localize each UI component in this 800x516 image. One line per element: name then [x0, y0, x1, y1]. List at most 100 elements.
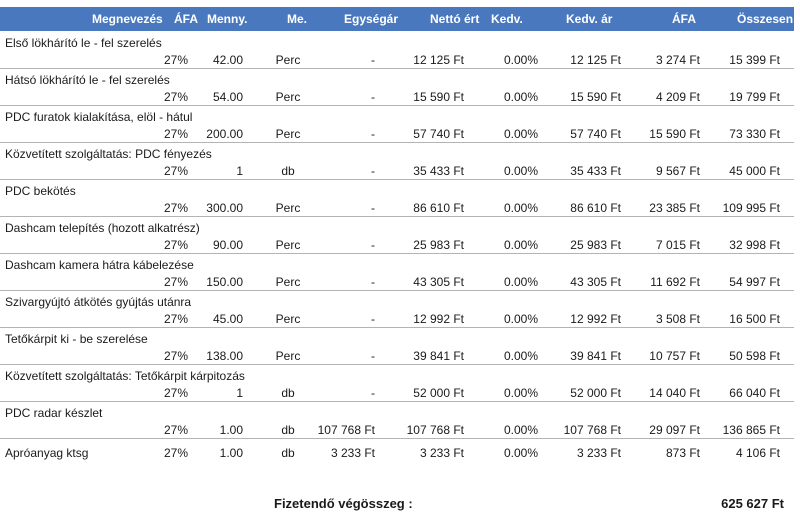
table-row: Hátsó lökhárító le - fel szerelés 27% 54.0… [0, 70, 794, 106]
table-row: Dashcam telepítés (hozott alkatrész) 27% 9… [0, 218, 794, 254]
item-name: Apróanyag ktsg [5, 446, 89, 460]
item-discount: 0.00% [503, 275, 538, 289]
item-total: 15 399 Ft [729, 53, 780, 67]
item-qty: 1 [236, 164, 243, 178]
item-vat: 14 040 Ft [649, 386, 700, 400]
row-divider [0, 438, 794, 439]
item-qty: 1.00 [219, 423, 243, 437]
item-disc-price: 39 841 Ft [570, 349, 621, 363]
item-vat-rate: 27% [163, 423, 188, 437]
header-vat-rate: ÁFA [174, 12, 198, 26]
item-total: 66 040 Ft [729, 386, 780, 400]
item-unit: Perc [275, 238, 301, 252]
table-row: Tetőkárpit ki - be szerelése 27% 138.00 Per… [0, 329, 794, 365]
item-total: 50 598 Ft [729, 349, 780, 363]
item-name: Közvetített szolgáltatás: PDC fényezés [5, 147, 212, 161]
item-vat-rate: 27% [163, 164, 188, 178]
item-qty: 42.00 [212, 53, 243, 67]
item-net: 107 768 Ft [406, 423, 464, 437]
header-name: Megnevezés [92, 12, 163, 26]
item-unit-price: 107 768 Ft [317, 423, 375, 437]
item-vat-rate: 27% [163, 238, 188, 252]
item-net: 52 000 Ft [413, 386, 464, 400]
item-name: Első lökhárító le - fel szerelés [5, 36, 162, 50]
item-discount: 0.00% [503, 90, 538, 104]
item-vat-rate: 27% [163, 53, 188, 67]
table-row: Közvetített szolgáltatás: PDC fényezés 27… [0, 144, 794, 180]
row-divider [0, 179, 794, 180]
item-net: 35 433 Ft [413, 164, 464, 178]
item-vat: 7 015 Ft [655, 238, 700, 252]
header-qty: Menny. [207, 12, 248, 26]
item-disc-price: 57 740 Ft [570, 127, 621, 141]
item-net: 12 125 Ft [413, 53, 464, 67]
table-row: PDC furatok kialakítása, elöl - hátul 27%… [0, 107, 794, 143]
item-discount: 0.00% [503, 164, 538, 178]
item-name: PDC furatok kialakítása, elöl - hátul [5, 110, 193, 124]
row-divider [0, 327, 794, 328]
item-vat: 3 274 Ft [655, 53, 700, 67]
header-net: Nettó ért [430, 12, 480, 26]
item-unit-price: - [371, 238, 375, 252]
table-row: PDC radar készlet 27% 1.00 db 107 768 Ft 107 … [0, 403, 794, 439]
item-name: PDC radar készlet [5, 406, 103, 420]
item-disc-price: 52 000 Ft [570, 386, 621, 400]
item-vat: 29 097 Ft [649, 423, 700, 437]
header-discounted-price: Kedv. ár [566, 12, 613, 26]
item-vat: 873 Ft [665, 446, 700, 460]
item-vat: 10 757 Ft [649, 349, 700, 363]
row-divider [0, 216, 794, 217]
item-total: 73 330 Ft [729, 127, 780, 141]
item-unit: db [281, 423, 295, 437]
item-unit: Perc [275, 201, 301, 215]
item-vat: 23 385 Ft [649, 201, 700, 215]
item-unit-price: - [371, 201, 375, 215]
item-discount: 0.00% [503, 312, 538, 326]
item-disc-price: 12 992 Ft [570, 312, 621, 326]
item-discount: 0.00% [503, 238, 538, 252]
item-vat: 4 209 Ft [655, 90, 700, 104]
item-disc-price: 3 233 Ft [576, 446, 621, 460]
item-vat: 15 590 Ft [649, 127, 700, 141]
item-vat-rate: 27% [163, 446, 188, 460]
row-divider [0, 105, 794, 106]
row-divider [0, 142, 794, 143]
item-unit: db [281, 446, 295, 460]
item-net: 15 590 Ft [413, 90, 464, 104]
grand-total-label: Fizetendő végösszeg : [274, 496, 413, 511]
item-unit: Perc [275, 90, 301, 104]
table-row: Közvetített szolgáltatás: Tetőkárpit kár… [0, 366, 794, 402]
item-unit-price: - [371, 386, 375, 400]
header-unit-price: Egységár [344, 12, 399, 26]
item-total: 19 799 Ft [729, 90, 780, 104]
row-divider [0, 68, 794, 69]
item-disc-price: 25 983 Ft [570, 238, 621, 252]
header-total: Összesen [737, 12, 794, 26]
item-disc-price: 15 590 Ft [570, 90, 621, 104]
item-total: 32 998 Ft [729, 238, 780, 252]
item-unit: Perc [275, 53, 301, 67]
item-qty: 1.00 [219, 446, 243, 460]
item-vat-rate: 27% [163, 349, 188, 363]
table-row: Dashcam kamera hátra kábelezése 27% 150.00… [0, 255, 794, 291]
item-name: Dashcam telepítés (hozott alkatrész) [5, 221, 200, 235]
item-net: 57 740 Ft [413, 127, 464, 141]
item-unit-price: - [371, 312, 375, 326]
item-discount: 0.00% [503, 386, 538, 400]
item-unit: Perc [275, 312, 301, 326]
item-total: 136 865 Ft [722, 423, 780, 437]
row-divider [0, 253, 794, 254]
item-total: 54 997 Ft [729, 275, 780, 289]
item-discount: 0.00% [503, 446, 538, 460]
item-unit: db [281, 164, 295, 178]
item-disc-price: 35 433 Ft [570, 164, 621, 178]
table-row: Első lökhárító le - fel szerelés 27% 42.00… [0, 33, 794, 69]
item-qty: 45.00 [212, 312, 243, 326]
item-unit: Perc [275, 349, 301, 363]
item-unit: db [281, 386, 295, 400]
table-row: Apróanyag ktsg 27% 1.00 db 3 233 Ft 3 233 Ft 0… [0, 440, 794, 464]
item-unit-price: 3 233 Ft [330, 446, 375, 460]
item-qty: 200.00 [206, 127, 243, 141]
item-unit-price: - [371, 53, 375, 67]
item-vat-rate: 27% [163, 312, 188, 326]
